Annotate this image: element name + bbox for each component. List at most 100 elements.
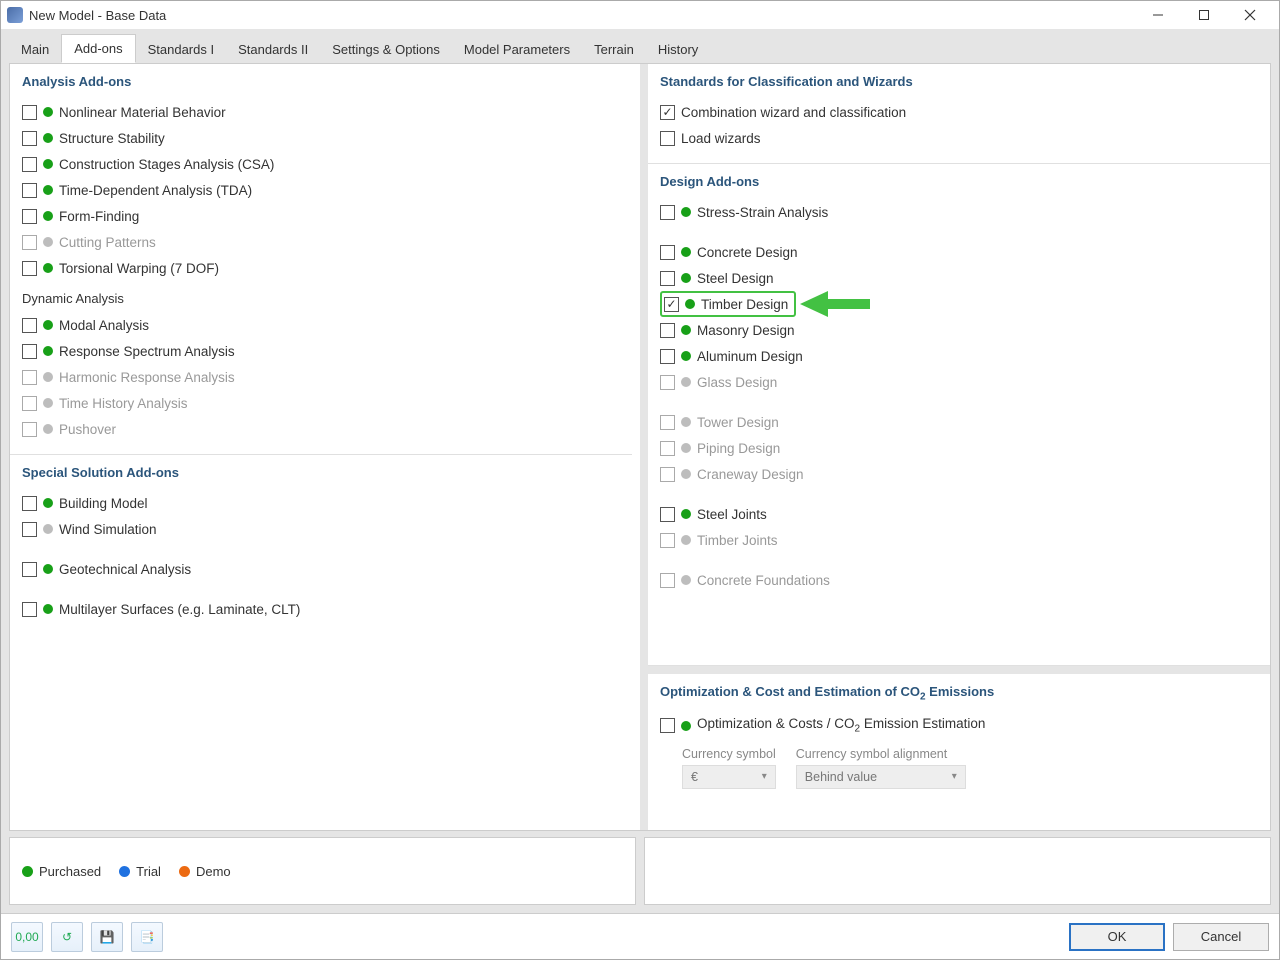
checkbox-icon[interactable] [660, 205, 675, 220]
checkbox-building-model[interactable]: Building Model [22, 490, 620, 516]
status-dot-icon [681, 325, 691, 335]
checkbox-form-finding[interactable]: Form-Finding [22, 203, 620, 229]
checkbox-label: Combination wizard and classification [681, 105, 906, 120]
checkbox-icon[interactable] [660, 245, 675, 260]
checkbox-label: Craneway Design [697, 467, 804, 482]
checkbox-concrete-design[interactable]: Concrete Design [660, 239, 1258, 265]
legend-dot-icon [22, 866, 33, 877]
checkbox-icon[interactable] [660, 323, 675, 338]
checkbox-icon[interactable] [660, 349, 675, 364]
tab-main[interactable]: Main [9, 36, 61, 63]
checkbox-icon[interactable] [22, 318, 37, 333]
checkbox-icon[interactable] [22, 496, 37, 511]
checkbox-icon [660, 375, 675, 390]
close-button[interactable] [1227, 1, 1273, 29]
checkbox-icon[interactable] [22, 209, 37, 224]
checkbox-label: Steel Design [697, 271, 774, 286]
tab-model-parameters[interactable]: Model Parameters [452, 36, 582, 63]
status-dot-icon [681, 535, 691, 545]
checkbox-icon[interactable] [22, 183, 37, 198]
tab-terrain[interactable]: Terrain [582, 36, 646, 63]
left-column: Analysis Add-ons Nonlinear Material Beha… [10, 64, 632, 830]
maximize-button[interactable] [1181, 1, 1227, 29]
checkbox-geotechnical-analysis[interactable]: Geotechnical Analysis [22, 556, 620, 582]
ok-button[interactable]: OK [1069, 923, 1165, 951]
minimize-button[interactable] [1135, 1, 1181, 29]
checkbox-structure-stability[interactable]: Structure Stability [22, 125, 620, 151]
checkbox-icon[interactable] [660, 105, 675, 120]
checkbox-label: Concrete Design [697, 245, 798, 260]
checkbox-stress-strain-analysis[interactable]: Stress-Strain Analysis [660, 199, 1258, 225]
checkbox-icon[interactable] [22, 344, 37, 359]
checkbox-icon [22, 370, 37, 385]
checkbox-multilayer-surfaces-e-g-laminate-clt-[interactable]: Multilayer Surfaces (e.g. Laminate, CLT) [22, 596, 620, 622]
checkbox-icon [660, 573, 675, 588]
checkbox-aluminum-design[interactable]: Aluminum Design [660, 343, 1258, 369]
footer-tool-0[interactable]: 0,00 [11, 922, 43, 952]
status-dot-icon [681, 273, 691, 283]
tab-history[interactable]: History [646, 36, 710, 63]
cancel-button[interactable]: Cancel [1173, 923, 1269, 951]
legend-left: PurchasedTrialDemo [9, 837, 636, 905]
checkbox-icon[interactable] [660, 718, 675, 733]
status-dot-icon [43, 372, 53, 382]
checkbox-label: Pushover [59, 422, 116, 437]
checkbox-torsional-warping-7-dof-[interactable]: Torsional Warping (7 DOF) [22, 255, 620, 281]
checkbox-time-dependent-analysis-tda-[interactable]: Time-Dependent Analysis (TDA) [22, 177, 620, 203]
checkbox-timber-design[interactable]: Timber Design [660, 291, 1258, 317]
footer-tool-1[interactable]: ↺ [51, 922, 83, 952]
tab-settings-options[interactable]: Settings & Options [320, 36, 452, 63]
checkbox-icon[interactable] [660, 271, 675, 286]
checkbox-steel-joints[interactable]: Steel Joints [660, 501, 1258, 527]
checkbox-label: Wind Simulation [59, 522, 157, 537]
checkbox-response-spectrum-analysis[interactable]: Response Spectrum Analysis [22, 338, 620, 364]
checkbox-icon[interactable] [660, 131, 675, 146]
currency-alignment-dropdown[interactable]: Behind value ▾ [796, 765, 966, 789]
checkbox-label: Form-Finding [59, 209, 139, 224]
footer-tool-3[interactable]: 📑 [131, 922, 163, 952]
currency-symbol-label: Currency symbol [682, 747, 776, 761]
checkbox-label: Torsional Warping (7 DOF) [59, 261, 219, 276]
checkbox-masonry-design[interactable]: Masonry Design [660, 317, 1258, 343]
footer-tool-2[interactable]: 💾 [91, 922, 123, 952]
status-dot-icon [681, 351, 691, 361]
status-dot-icon [681, 377, 691, 387]
checkbox-icon[interactable] [22, 131, 37, 146]
checkbox-craneway-design: Craneway Design [660, 461, 1258, 487]
checkbox-label: Response Spectrum Analysis [59, 344, 235, 359]
checkbox-tower-design: Tower Design [660, 409, 1258, 435]
checkbox-concrete-foundations: Concrete Foundations [660, 567, 1258, 593]
checkbox-pushover: Pushover [22, 416, 620, 442]
checkbox-wind-simulation[interactable]: Wind Simulation [22, 516, 620, 542]
checkbox-combination-wizard-and-classification[interactable]: Combination wizard and classification [660, 99, 1258, 125]
checkbox-construction-stages-analysis-csa-[interactable]: Construction Stages Analysis (CSA) [22, 151, 620, 177]
panel-special-solution-addons: Special Solution Add-ons Building ModelW… [10, 455, 632, 634]
checkbox-modal-analysis[interactable]: Modal Analysis [22, 312, 620, 338]
checkbox-time-history-analysis: Time History Analysis [22, 390, 620, 416]
panel-heading: Design Add-ons [660, 174, 1258, 189]
tab-add-ons[interactable]: Add-ons [61, 34, 135, 63]
right-column: Standards for Classification and Wizards… [640, 64, 1270, 830]
currency-symbol-dropdown[interactable]: € ▾ [682, 765, 776, 789]
checkbox-nonlinear-material-behavior[interactable]: Nonlinear Material Behavior [22, 99, 620, 125]
tab-standards-i[interactable]: Standards I [136, 36, 227, 63]
checkbox-steel-design[interactable]: Steel Design [660, 265, 1258, 291]
checkbox-icon[interactable] [660, 507, 675, 522]
checkbox-icon[interactable] [22, 157, 37, 172]
checkbox-label: Piping Design [697, 441, 780, 456]
status-dot-icon [43, 211, 53, 221]
checkbox-icon [22, 422, 37, 437]
panel-standards-classification-wizards: Standards for Classification and Wizards… [648, 64, 1270, 164]
checkbox-icon[interactable] [22, 261, 37, 276]
checkbox-icon[interactable] [664, 297, 679, 312]
checkbox-icon[interactable] [22, 105, 37, 120]
checkbox-icon[interactable] [22, 522, 37, 537]
status-dot-icon [43, 263, 53, 273]
checkbox-icon[interactable] [22, 602, 37, 617]
checkbox-icon[interactable] [22, 562, 37, 577]
checkbox-load-wizards[interactable]: Load wizards [660, 125, 1258, 151]
legend-label: Purchased [39, 864, 101, 879]
checkbox-optimization-costs[interactable]: Optimization & Costs / CO2 Emission Esti… [660, 713, 1258, 739]
checkbox-label: Cutting Patterns [59, 235, 156, 250]
tab-standards-ii[interactable]: Standards II [226, 36, 320, 63]
